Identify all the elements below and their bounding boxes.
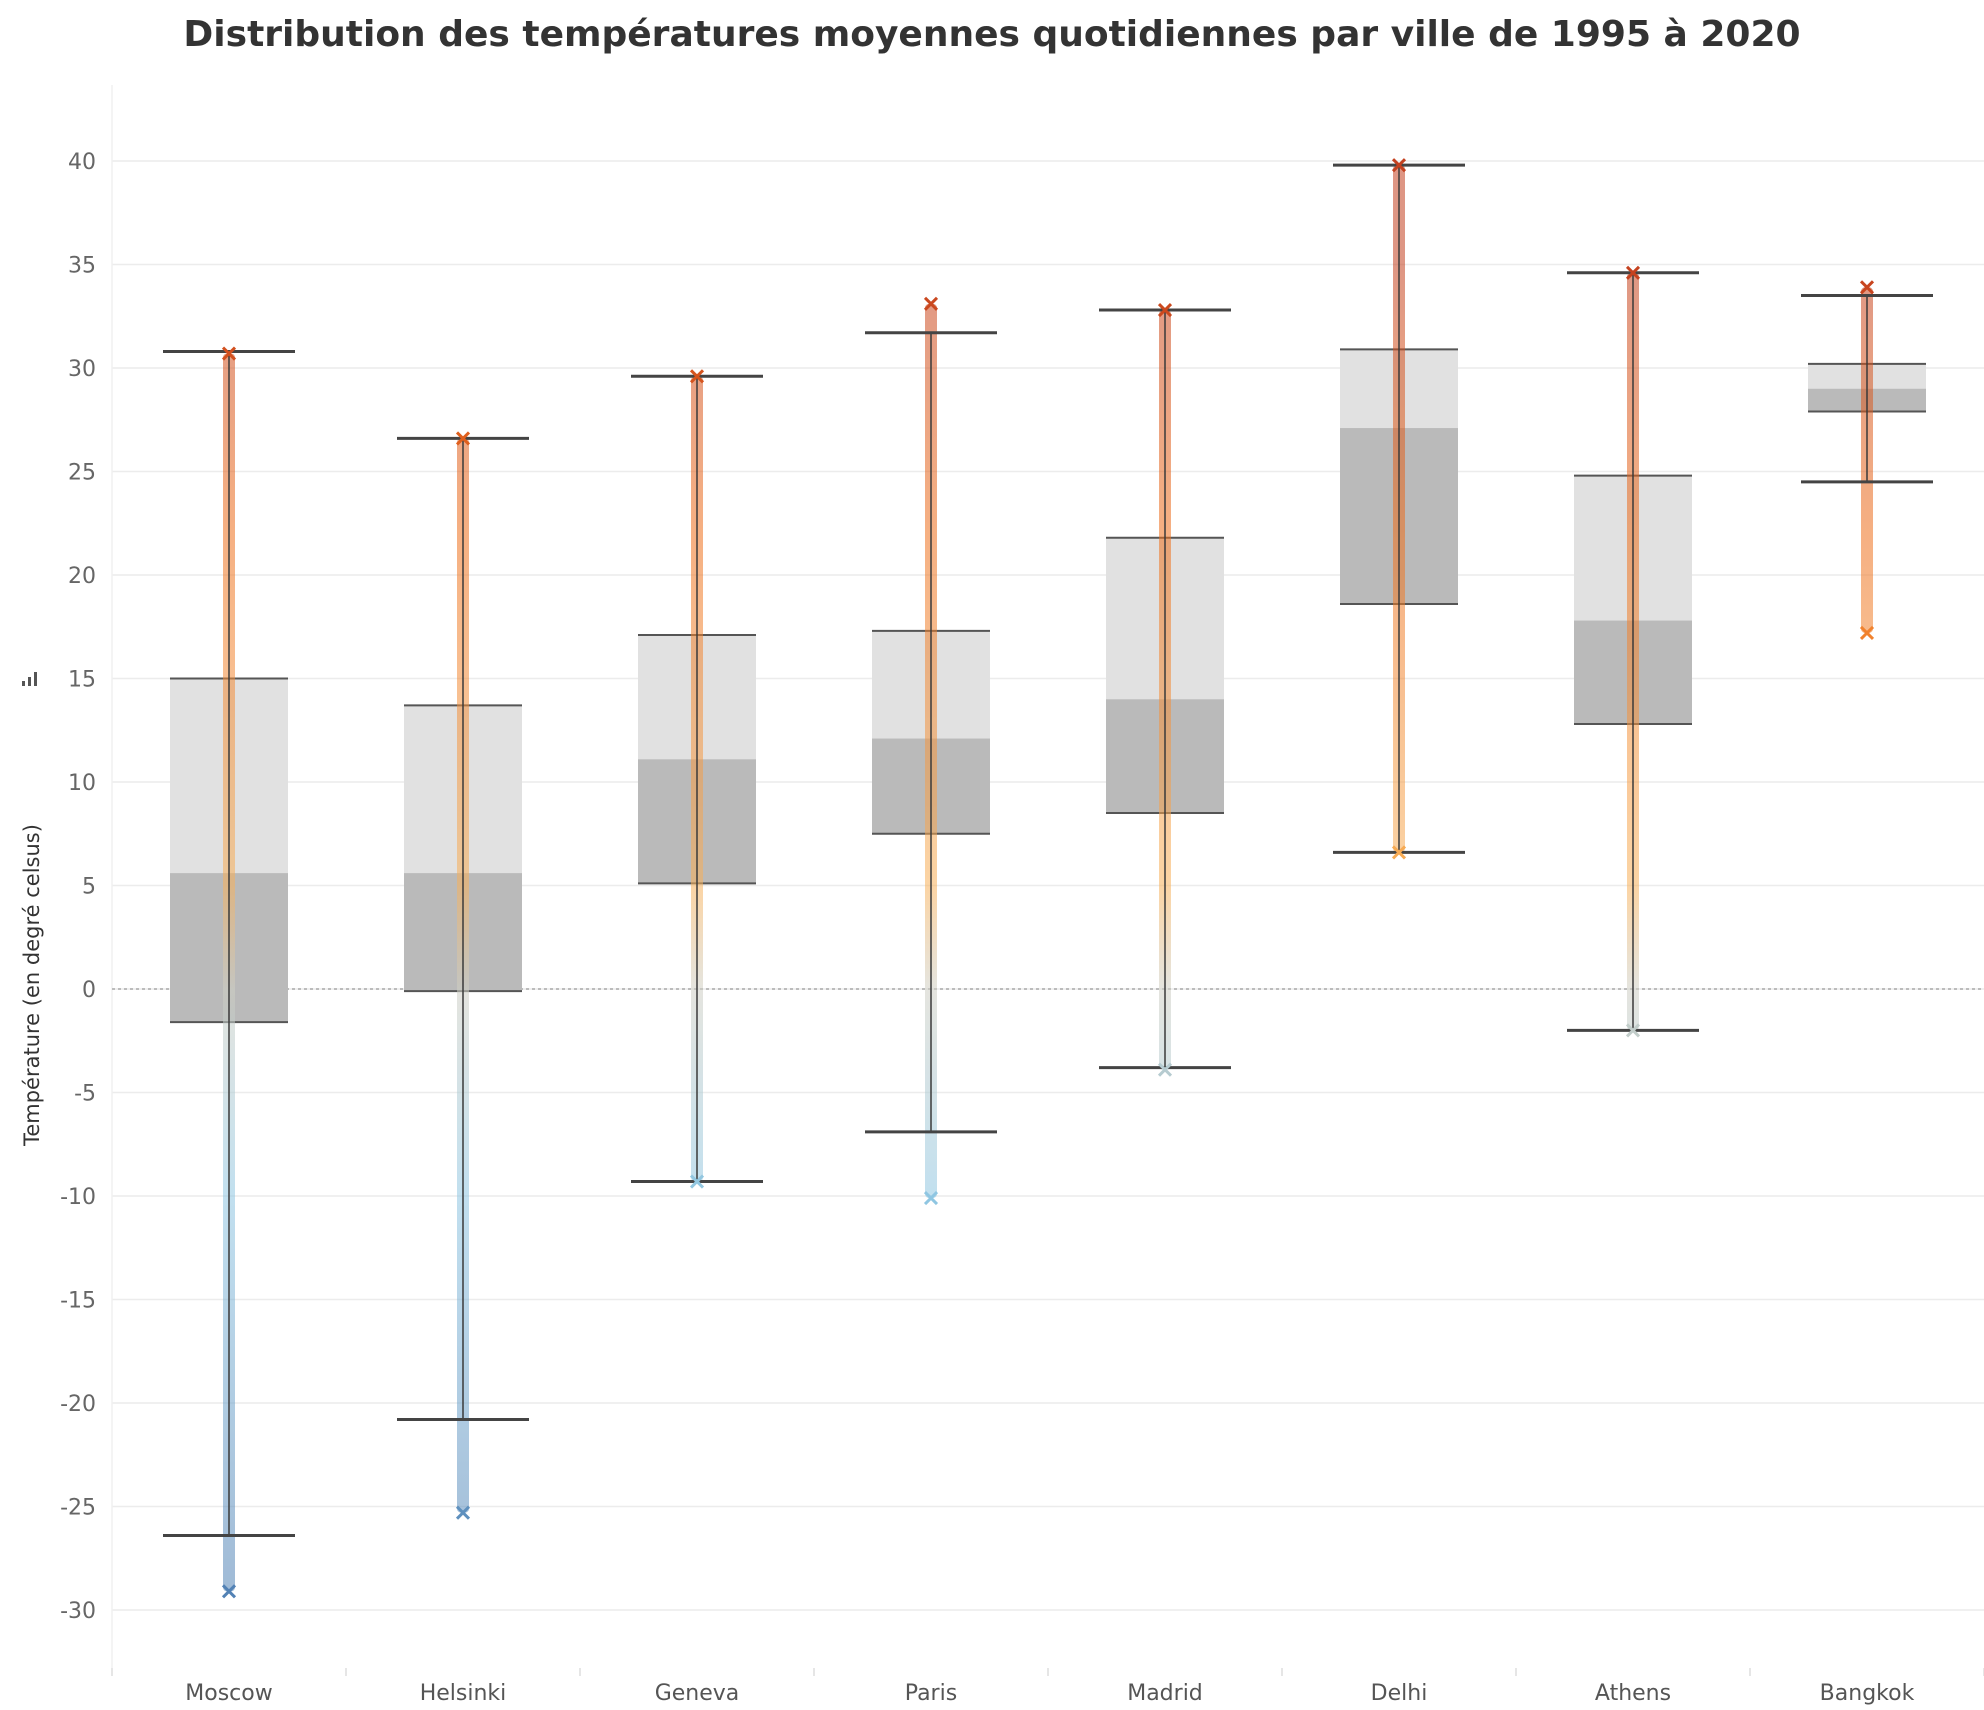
y-tick-label: -5	[74, 1082, 96, 1107]
max-marker-bangkok	[1859, 280, 1875, 295]
min-marker-delhi	[1391, 845, 1407, 860]
min-marker-bangkok	[1859, 625, 1875, 641]
sort-icon[interactable]	[20, 668, 40, 688]
y-tick-label: 10	[68, 771, 96, 796]
max-marker-athens	[1625, 265, 1641, 280]
x-category-label: Delhi	[1371, 1681, 1428, 1706]
min-marker-madrid	[1157, 1062, 1173, 1077]
x-category-label: Madrid	[1127, 1681, 1203, 1706]
min-marker-moscow	[221, 1584, 237, 1599]
x-category-label: Bangkok	[1820, 1681, 1915, 1706]
y-tick-label: 20	[68, 564, 96, 589]
y-tick-label: -10	[60, 1185, 96, 1210]
max-marker-madrid	[1157, 302, 1173, 318]
max-marker-helsinki	[455, 431, 471, 446]
y-tick-label: -25	[60, 1496, 96, 1521]
max-marker-moscow	[221, 346, 237, 361]
y-tick-label: 15	[68, 668, 96, 693]
x-category-label: Geneva	[655, 1681, 740, 1706]
x-category-label: Helsinki	[420, 1681, 507, 1706]
y-tick-label: -30	[60, 1599, 96, 1624]
min-marker-helsinki	[455, 1505, 471, 1520]
y-tick-label: 30	[68, 357, 96, 382]
max-marker-paris	[923, 296, 939, 311]
max-marker-geneva	[689, 369, 705, 384]
y-tick-label: 0	[82, 978, 96, 1003]
y-tick-label: 40	[68, 150, 96, 175]
y-tick-label: 35	[68, 254, 96, 279]
x-category-label: Moscow	[185, 1681, 272, 1706]
y-tick-label: -15	[60, 1289, 96, 1314]
min-marker-paris	[923, 1191, 939, 1206]
max-marker-delhi	[1391, 158, 1407, 173]
min-marker-athens	[1625, 1023, 1641, 1038]
chart-title: Distribution des températures moyennes q…	[183, 14, 1801, 55]
y-tick-label: 5	[82, 875, 96, 900]
x-category-label: Athens	[1595, 1681, 1671, 1706]
y-tick-label: -20	[60, 1392, 96, 1417]
min-marker-geneva	[689, 1174, 705, 1189]
y-tick-label: 25	[68, 461, 96, 486]
x-category-label: Paris	[905, 1681, 957, 1706]
